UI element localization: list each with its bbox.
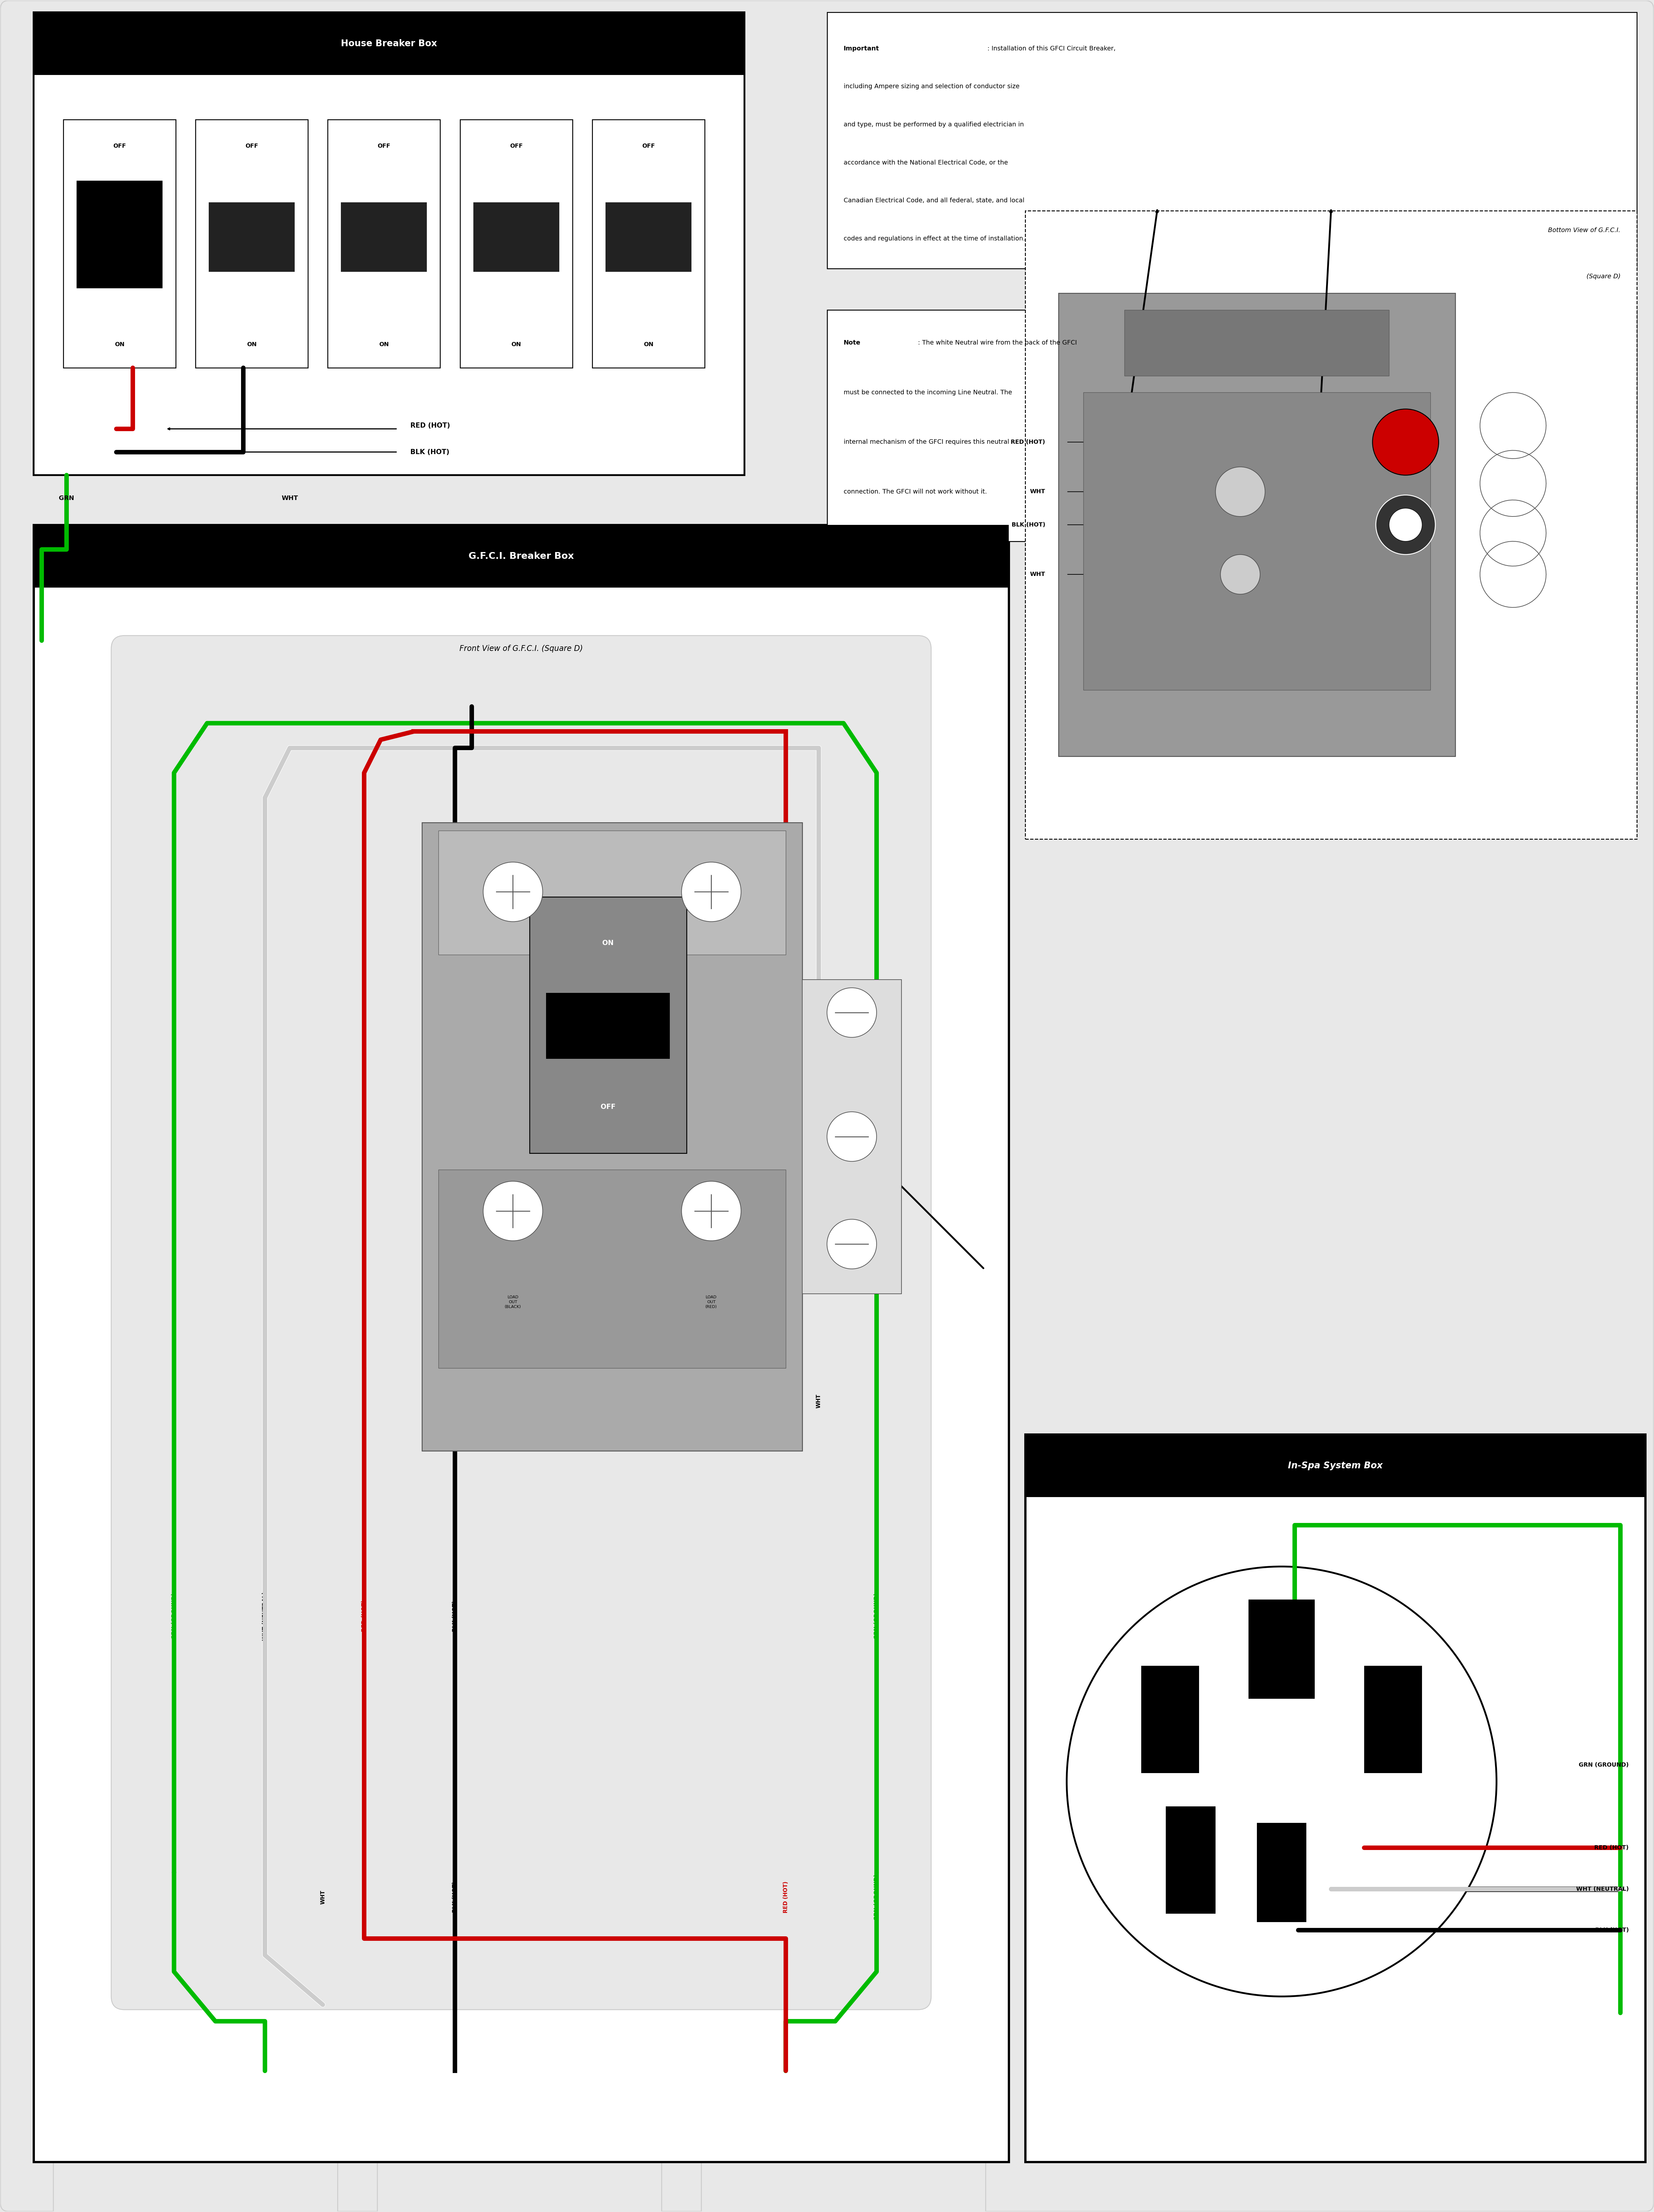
Text: : Installation of this GFCI Circuit Breaker,: : Installation of this GFCI Circuit Brea… — [987, 46, 1115, 51]
Text: and type, must be performed by a qualified electrician in: and type, must be performed by a qualifi… — [844, 122, 1024, 128]
Text: WHT: WHT — [815, 1394, 822, 1409]
FancyBboxPatch shape — [33, 524, 1009, 2161]
Text: ON: ON — [511, 341, 521, 347]
FancyBboxPatch shape — [1025, 1433, 1646, 1498]
Text: ⊘: ⊘ — [289, 524, 296, 531]
Text: OFF: OFF — [600, 1104, 615, 1110]
Text: ON: ON — [114, 341, 124, 347]
FancyBboxPatch shape — [438, 832, 786, 956]
Text: codes and regulations in effect at the time of installation.: codes and regulations in effect at the t… — [844, 237, 1025, 241]
Text: Canadian Electrical Code, and all federal, state, and local: Canadian Electrical Code, and all federa… — [844, 197, 1024, 204]
Circle shape — [1373, 409, 1439, 476]
Text: OFF: OFF — [642, 144, 655, 148]
FancyBboxPatch shape — [1166, 1807, 1216, 1913]
Circle shape — [483, 863, 543, 922]
Text: ⊘: ⊘ — [346, 524, 352, 531]
Text: including Ampere sizing and selection of conductor size: including Ampere sizing and selection of… — [844, 84, 1019, 91]
Text: RED (HOT): RED (HOT) — [1011, 440, 1045, 445]
Text: accordance with the National Electrical Code, or the: accordance with the National Electrical … — [844, 159, 1007, 166]
Text: WHT: WHT — [319, 1891, 326, 1905]
Text: ⊘: ⊘ — [121, 524, 127, 531]
Text: : The white Neutral wire from the back of the GFCI: : The white Neutral wire from the back o… — [918, 341, 1077, 345]
Text: G.F.C.I. Breaker Box: G.F.C.I. Breaker Box — [468, 551, 574, 560]
Text: RED (HOT): RED (HOT) — [1594, 1845, 1629, 1851]
FancyBboxPatch shape — [33, 11, 744, 476]
Text: In-Spa System Box: In-Spa System Box — [1288, 1462, 1383, 1471]
Circle shape — [1389, 509, 1422, 542]
Circle shape — [1216, 467, 1265, 515]
Text: GRN: GRN — [60, 495, 74, 502]
Text: RED (HOT): RED (HOT) — [410, 422, 450, 429]
FancyBboxPatch shape — [473, 201, 559, 272]
FancyBboxPatch shape — [546, 993, 670, 1060]
FancyBboxPatch shape — [827, 11, 1637, 268]
FancyBboxPatch shape — [53, 2141, 337, 2212]
Circle shape — [827, 1113, 877, 1161]
Text: ON: ON — [602, 940, 614, 947]
Text: ⊘: ⊘ — [458, 524, 465, 531]
Text: ⊘: ⊘ — [571, 524, 577, 531]
Text: LOAD
OUT
(RED): LOAD OUT (RED) — [706, 1294, 718, 1310]
Text: WHT (NEUTRAL): WHT (NEUTRAL) — [1576, 1887, 1629, 1891]
Text: ⊘: ⊘ — [627, 524, 633, 531]
FancyBboxPatch shape — [1025, 210, 1637, 838]
Text: Important: Important — [844, 46, 880, 51]
Text: BLK (HOT): BLK (HOT) — [1012, 522, 1045, 529]
Text: OFF: OFF — [245, 144, 258, 148]
Text: OFF: OFF — [509, 144, 523, 148]
Text: BLK (HOT): BLK (HOT) — [410, 449, 450, 456]
Text: WHT (NEUTRAL): WHT (NEUTRAL) — [261, 1593, 268, 1641]
Text: BLK (HOT): BLK (HOT) — [452, 1882, 458, 1913]
Text: ON: ON — [246, 341, 256, 347]
FancyBboxPatch shape — [1025, 1433, 1646, 2161]
Circle shape — [681, 1181, 741, 1241]
Text: must be connected to the incoming Line Neutral. The: must be connected to the incoming Line N… — [844, 389, 1012, 396]
FancyBboxPatch shape — [529, 896, 686, 1152]
FancyBboxPatch shape — [377, 2141, 662, 2212]
FancyBboxPatch shape — [33, 11, 744, 75]
Text: ⊘: ⊘ — [233, 524, 240, 531]
Text: GRN (GROUND): GRN (GROUND) — [1580, 1763, 1629, 1767]
Text: RED (HOT): RED (HOT) — [782, 1882, 789, 1913]
Circle shape — [827, 1219, 877, 1270]
FancyBboxPatch shape — [802, 980, 901, 1294]
Text: GRN (GROUND): GRN (GROUND) — [873, 1593, 880, 1639]
Text: GRN (GROUND): GRN (GROUND) — [873, 1874, 880, 1920]
Text: Note: Note — [844, 341, 860, 345]
FancyBboxPatch shape — [701, 2141, 986, 2212]
Text: GRN (GROUND): GRN (GROUND) — [170, 1593, 177, 1639]
Text: ⊘: ⊘ — [402, 524, 409, 531]
FancyBboxPatch shape — [592, 119, 705, 367]
Text: ON: ON — [643, 341, 653, 347]
Circle shape — [1376, 495, 1436, 555]
FancyBboxPatch shape — [111, 635, 931, 2011]
Text: ⊘: ⊘ — [177, 524, 184, 531]
FancyBboxPatch shape — [460, 119, 572, 367]
FancyBboxPatch shape — [827, 310, 1637, 542]
FancyBboxPatch shape — [1059, 294, 1456, 757]
FancyBboxPatch shape — [1125, 310, 1389, 376]
Text: connection. The GFCI will not work without it.: connection. The GFCI will not work witho… — [844, 489, 987, 495]
Text: BLK (HOT): BLK (HOT) — [1594, 1927, 1629, 1933]
Text: BLK (HOT): BLK (HOT) — [452, 1601, 458, 1632]
Text: WHT: WHT — [1030, 489, 1045, 495]
FancyBboxPatch shape — [208, 201, 294, 272]
FancyBboxPatch shape — [605, 201, 691, 272]
FancyBboxPatch shape — [1141, 1666, 1199, 1774]
FancyBboxPatch shape — [1083, 392, 1431, 690]
Text: House Breaker Box: House Breaker Box — [341, 40, 437, 49]
Text: OFF: OFF — [112, 144, 126, 148]
FancyBboxPatch shape — [327, 119, 440, 367]
FancyBboxPatch shape — [1365, 1666, 1422, 1774]
FancyBboxPatch shape — [1257, 1823, 1307, 1922]
FancyBboxPatch shape — [341, 201, 427, 272]
Text: internal mechanism of the GFCI requires this neutral: internal mechanism of the GFCI requires … — [844, 438, 1009, 445]
Text: (Square D): (Square D) — [1586, 274, 1621, 279]
Circle shape — [827, 989, 877, 1037]
FancyBboxPatch shape — [195, 119, 308, 367]
Circle shape — [681, 863, 741, 922]
Circle shape — [483, 1181, 543, 1241]
Text: ⊘: ⊘ — [514, 524, 521, 531]
FancyBboxPatch shape — [76, 181, 162, 288]
